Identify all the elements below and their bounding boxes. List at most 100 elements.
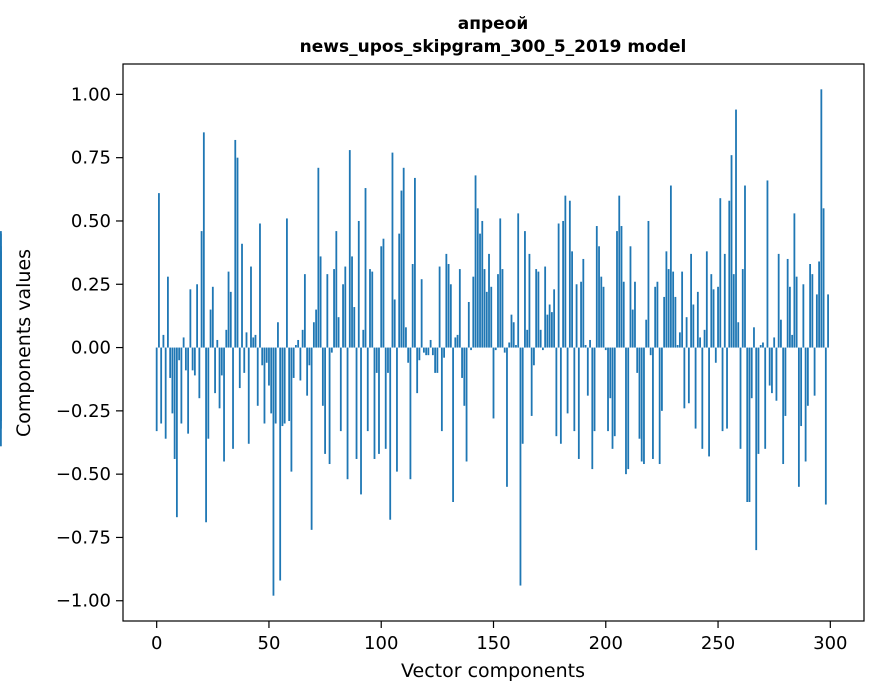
bar-106	[393, 299, 396, 348]
bar-125	[436, 347, 439, 373]
bar-276	[775, 347, 778, 401]
bar-268	[757, 347, 760, 454]
bar-72	[317, 167, 320, 348]
bar-101	[382, 238, 385, 348]
bar-86	[348, 150, 351, 348]
bar-31	[225, 329, 228, 348]
bar-201	[607, 347, 609, 432]
bar-120	[425, 347, 428, 356]
bar-287	[800, 347, 803, 427]
bar-148	[488, 253, 490, 348]
bar-204	[613, 347, 616, 437]
bar-231	[674, 296, 677, 348]
bar-55	[279, 347, 282, 581]
x-tick-label: 150	[476, 633, 510, 654]
bars-group	[0, 89, 829, 596]
bar-253	[723, 253, 726, 348]
bar-46	[259, 223, 261, 348]
bar-104	[389, 347, 392, 520]
bar-193	[589, 339, 591, 348]
bar-264	[748, 347, 751, 502]
bar-126	[438, 266, 441, 348]
bar-223	[656, 281, 659, 348]
bar-61	[292, 347, 295, 378]
bar-156	[506, 347, 508, 487]
bar-43	[252, 337, 255, 348]
bar-286	[797, 347, 800, 487]
bar-2	[160, 347, 163, 424]
bar-212	[631, 309, 634, 348]
bar-179	[557, 223, 560, 348]
bar-90	[357, 220, 360, 348]
bar-215	[638, 347, 641, 439]
y-tick-label: 0.00	[71, 338, 111, 359]
bar-149	[490, 286, 493, 348]
bar-91	[360, 347, 362, 495]
bar-100	[380, 246, 383, 348]
bar-41	[247, 347, 250, 444]
bar-184	[568, 200, 571, 348]
bar-29	[220, 347, 223, 376]
bar-33	[229, 291, 232, 348]
bar-207	[620, 226, 623, 348]
bar-71	[315, 309, 318, 348]
bar-83	[342, 284, 344, 348]
bar-5	[167, 276, 169, 348]
bar-222	[654, 286, 657, 348]
bar-279	[782, 347, 785, 465]
bar-93	[364, 188, 367, 348]
x-tick-label: 200	[589, 633, 623, 654]
bar-296	[820, 89, 823, 348]
bar-96	[371, 271, 374, 348]
bar-247	[710, 274, 713, 348]
bar-50	[268, 347, 270, 386]
bar-206	[618, 195, 621, 348]
bar-173	[544, 266, 547, 348]
bar-290	[806, 347, 809, 406]
bar-27	[216, 339, 219, 348]
bar-137	[463, 347, 466, 406]
bar-265	[750, 347, 753, 399]
bar-293	[813, 347, 816, 396]
bar-242	[699, 337, 701, 348]
bar-234	[681, 271, 684, 348]
bar-76	[326, 274, 329, 348]
bar-224	[658, 347, 661, 465]
bar-220	[649, 347, 652, 356]
bar-79	[333, 269, 335, 348]
bar-154	[501, 269, 504, 348]
bar-188	[577, 347, 580, 459]
bar-168	[533, 347, 535, 366]
bar-121	[427, 347, 430, 356]
bar-114	[411, 264, 414, 348]
bar-280	[784, 347, 787, 416]
bar-4	[164, 347, 167, 439]
bar-232	[676, 345, 679, 348]
bar-119	[422, 347, 425, 353]
bar-68	[308, 347, 311, 366]
bar-166	[528, 253, 531, 348]
bar-238	[690, 253, 692, 348]
bar-226	[663, 296, 666, 348]
bar-103	[387, 347, 389, 373]
bar-187	[575, 284, 578, 348]
bar-58	[286, 218, 288, 348]
bar-295	[818, 261, 820, 348]
bar-8	[173, 347, 176, 459]
bar-1	[158, 193, 160, 348]
bar-246	[708, 347, 710, 457]
bar-109	[400, 190, 403, 348]
bar-127	[440, 347, 443, 432]
bar-190	[582, 258, 585, 348]
bar-261	[741, 269, 744, 348]
chart-title: апреой	[458, 14, 529, 34]
bar-35	[234, 139, 237, 348]
bar-113	[409, 347, 412, 480]
bar-69	[310, 347, 313, 530]
bar-53	[274, 347, 277, 424]
bar-214	[636, 347, 639, 373]
bar-131	[449, 284, 452, 348]
bar-230	[672, 271, 675, 348]
bar-277	[777, 253, 780, 348]
bar-150	[492, 347, 495, 419]
